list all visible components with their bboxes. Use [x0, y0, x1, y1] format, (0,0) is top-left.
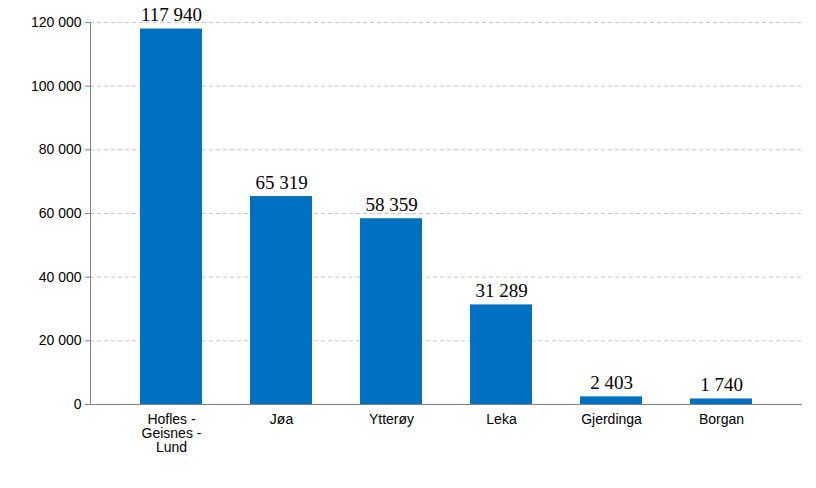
svg-text:Jøa: Jøa	[270, 411, 294, 427]
svg-text:20 000: 20 000	[39, 332, 82, 348]
svg-text:100 000: 100 000	[31, 78, 82, 94]
svg-text:65 319: 65 319	[255, 172, 307, 193]
svg-text:Ytterøy: Ytterøy	[369, 411, 414, 427]
svg-text:1 740: 1 740	[700, 374, 743, 395]
svg-text:31 289: 31 289	[475, 280, 527, 301]
svg-text:Borgan: Borgan	[699, 411, 744, 427]
svg-text:120 000: 120 000	[31, 14, 82, 30]
svg-text:0: 0	[74, 396, 82, 412]
svg-text:40 000: 40 000	[39, 269, 82, 285]
svg-text:117 940: 117 940	[141, 4, 202, 25]
svg-text:Leka: Leka	[486, 411, 517, 427]
svg-text:80 000: 80 000	[39, 141, 82, 157]
svg-text:60 000: 60 000	[39, 205, 82, 221]
svg-text:58 359: 58 359	[365, 194, 417, 215]
svg-text:2 403: 2 403	[590, 372, 633, 393]
svg-text:Gjerdinga: Gjerdinga	[581, 411, 642, 427]
svg-text:Hofles -Geisnes -Lund: Hofles -Geisnes -Lund	[142, 411, 202, 455]
